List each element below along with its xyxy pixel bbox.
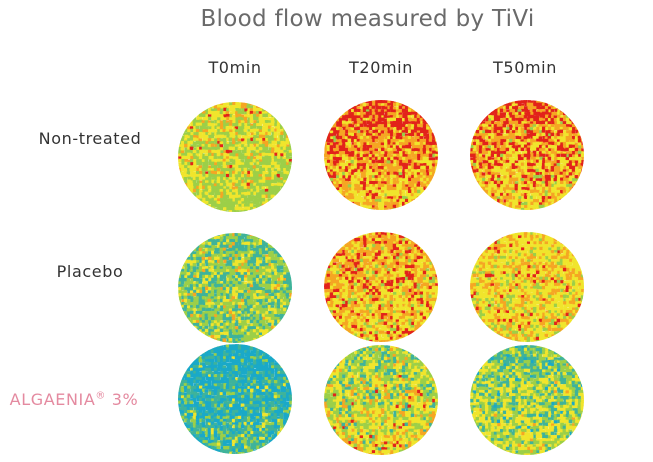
registered-mark: ® <box>95 390 107 402</box>
column-header-t20: T20min <box>349 58 413 77</box>
flow-map-placebo-t20 <box>324 232 438 342</box>
row-label-placebo: Placebo <box>56 262 124 281</box>
flow-map-algaenia-t50 <box>470 345 584 455</box>
flow-map-non-treated-t20 <box>324 100 438 210</box>
column-header-t0: T0min <box>208 58 262 77</box>
row-label-algaenia: ALGAENIA® 3% <box>0 390 159 409</box>
chart-title: Blood flow measured by TiVi <box>200 6 535 32</box>
flow-map-non-treated-t50 <box>470 100 584 210</box>
flow-map-non-treated-t0 <box>178 102 292 212</box>
row-label-non-treated: Non-treated <box>38 129 142 148</box>
column-header-t50: T50min <box>493 58 557 77</box>
flow-map-placebo-t50 <box>470 232 584 342</box>
flow-map-algaenia-t20 <box>324 345 438 455</box>
flow-map-placebo-t0 <box>178 233 292 343</box>
row-label-algaenia-name: ALGAENIA <box>9 390 96 409</box>
flow-map-algaenia-t0 <box>178 344 292 454</box>
row-label-algaenia-concentration: 3% <box>106 390 139 409</box>
